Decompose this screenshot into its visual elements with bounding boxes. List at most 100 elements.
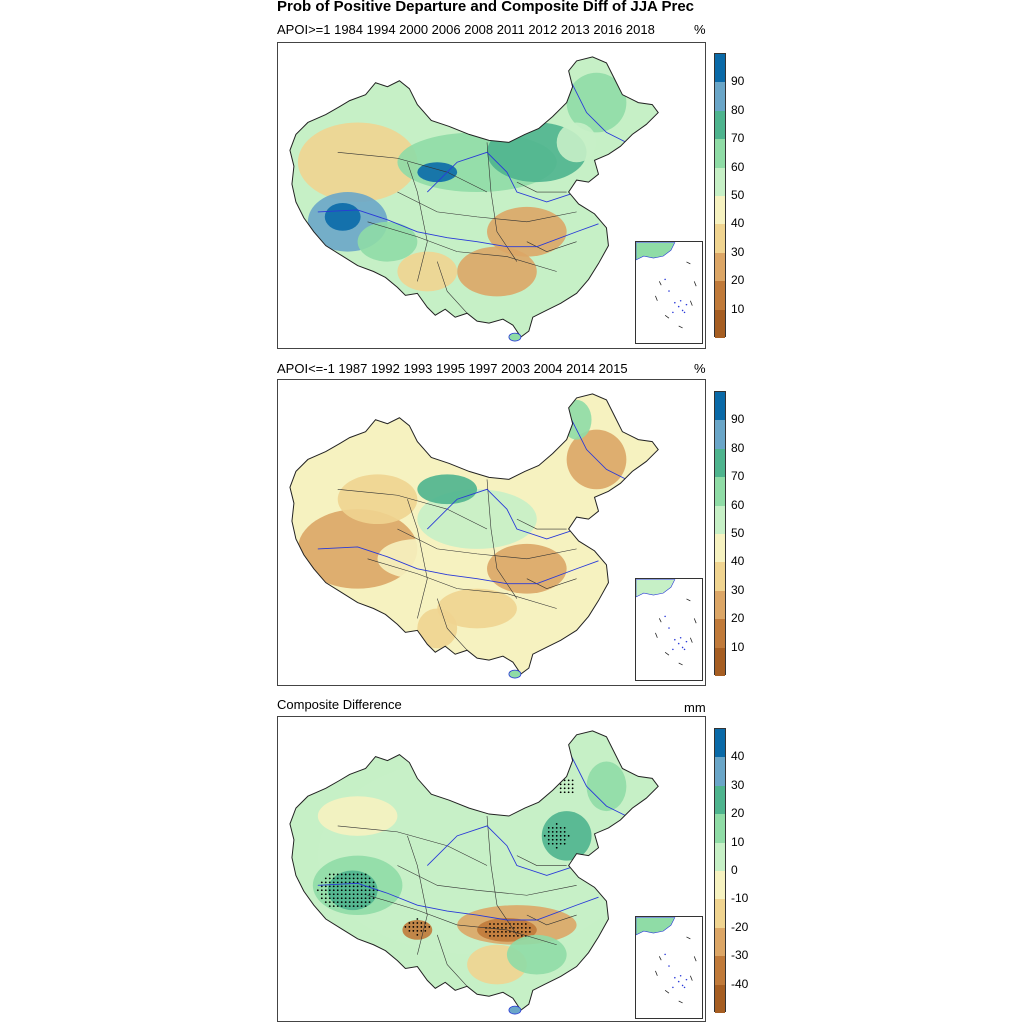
panel1-map	[277, 42, 706, 349]
significance-dot	[524, 923, 527, 925]
colorbar-segment	[715, 984, 725, 1014]
significance-dot	[555, 842, 558, 845]
colorbar-segment	[715, 110, 725, 140]
significance-dot	[497, 934, 499, 937]
significance-dot	[340, 885, 343, 888]
colorbar-tick-label: 30	[731, 777, 745, 792]
province-border	[526, 914, 577, 926]
significance-dot	[328, 877, 331, 880]
significance-dot	[497, 930, 499, 933]
value-patch	[317, 796, 398, 836]
colorbar-tick-label: 20	[731, 806, 745, 821]
significance-dot	[352, 901, 355, 904]
significance-dot	[360, 885, 363, 888]
significance-dot	[372, 881, 375, 884]
significance-dot	[509, 927, 511, 929]
colorbar-segment	[715, 647, 725, 677]
significance-dot	[356, 873, 359, 876]
nine-dash-line	[693, 281, 697, 287]
significance-dot	[559, 787, 562, 790]
significance-dot	[571, 787, 574, 790]
river-line	[317, 882, 599, 921]
south-china-sea-inset	[635, 578, 703, 681]
significance-dot	[416, 933, 419, 936]
significance-dot	[352, 893, 355, 896]
significance-dot	[509, 930, 511, 933]
significance-dot	[497, 927, 499, 929]
significance-dot	[412, 922, 415, 924]
significance-dot	[348, 897, 351, 900]
significance-dot	[328, 893, 331, 896]
significance-dot	[571, 783, 574, 786]
nine-dash-line	[686, 936, 691, 940]
island-dot	[664, 953, 666, 956]
significance-dot	[416, 918, 419, 920]
significance-dot	[551, 827, 554, 829]
nine-dash-line	[678, 662, 683, 666]
colorbar-segment	[715, 590, 725, 620]
significance-dot	[352, 897, 355, 900]
significance-dot	[555, 830, 558, 833]
significance-dot	[356, 889, 359, 892]
significance-dot	[324, 897, 327, 900]
significance-dot	[324, 893, 327, 896]
colorbar-tick-label: 20	[731, 273, 745, 288]
nine-dash-line	[693, 618, 697, 624]
significance-dot	[555, 838, 558, 841]
significance-dot	[364, 889, 367, 892]
value-patch	[417, 608, 458, 649]
river-line	[566, 72, 627, 143]
colorbar-segment	[715, 167, 725, 197]
island-dot	[683, 311, 686, 314]
significance-dot	[551, 838, 554, 841]
nine-dash-line	[689, 300, 693, 306]
significance-dot	[412, 929, 415, 932]
significance-dot	[408, 926, 411, 928]
significance-dot	[364, 877, 367, 880]
colorbar-tick-label: 80	[731, 440, 745, 455]
significance-dot	[336, 901, 339, 904]
significance-dot	[567, 791, 570, 794]
colorbar-tick-label: -10	[731, 891, 749, 906]
colorbar-segment	[715, 927, 725, 957]
province-border	[367, 894, 557, 946]
island-dot	[685, 640, 688, 643]
significance-dot	[352, 905, 355, 908]
nine-dash-line	[689, 975, 693, 981]
province-border	[436, 261, 468, 314]
nine-dash-line	[686, 261, 691, 265]
significance-dot	[336, 889, 339, 892]
significance-dot	[555, 846, 558, 849]
value-patch	[417, 474, 478, 505]
island-dot	[681, 309, 684, 312]
island-dot	[674, 638, 676, 641]
significance-dot	[336, 873, 339, 876]
significance-dot	[372, 885, 375, 888]
significance-dot	[340, 905, 343, 908]
colorbar-tick-label: 70	[731, 131, 745, 146]
significance-dot	[340, 881, 343, 884]
significance-dot	[551, 834, 554, 837]
significance-dot	[559, 838, 562, 841]
significance-dot	[320, 893, 323, 896]
nine-dash-line	[664, 989, 670, 994]
island-dot	[683, 986, 686, 989]
river-line	[566, 409, 627, 480]
significance-dot	[563, 827, 566, 829]
significance-dot	[559, 791, 562, 794]
significance-dot	[524, 927, 527, 929]
significance-dot	[520, 927, 523, 929]
significance-dot	[368, 893, 371, 896]
island-dot	[674, 976, 676, 979]
island-dot	[664, 615, 666, 618]
significance-dot	[547, 834, 550, 837]
significance-dot	[328, 881, 331, 884]
value-patch	[417, 489, 537, 549]
province-border	[516, 855, 567, 866]
significance-dot	[404, 926, 407, 928]
significance-dot	[516, 927, 519, 929]
significance-dot	[567, 783, 570, 786]
island-dot	[677, 980, 680, 983]
inset-map	[636, 917, 697, 1004]
significance-dot	[372, 893, 375, 896]
